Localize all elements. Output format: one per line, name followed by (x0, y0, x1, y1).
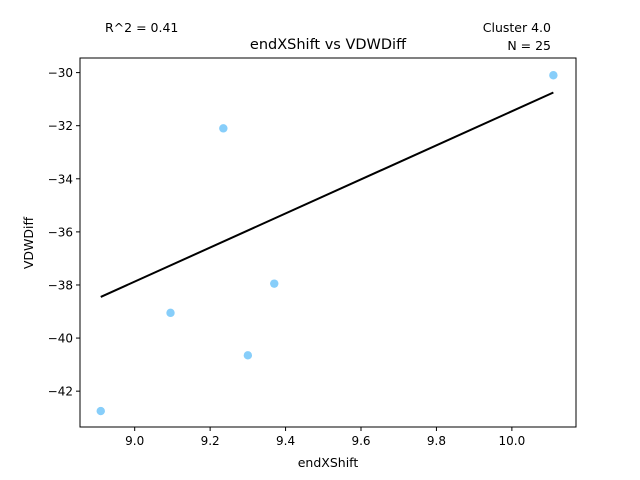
x-tick-label: 10.0 (499, 434, 526, 448)
points-layer (96, 71, 558, 416)
regression-line (100, 91, 554, 298)
data-point-4 (243, 351, 253, 360)
x-tick-label: 9.6 (351, 434, 370, 448)
plot-area (80, 58, 576, 427)
x-tick-label: 9.0 (125, 434, 144, 448)
data-point-3 (219, 124, 228, 133)
y-tick-label: −30 (48, 66, 73, 80)
x-axis-ticks: 9.0 9.2 9.4 9.6 9.8 10.0 (125, 427, 525, 448)
data-point-2 (166, 308, 175, 318)
chart-title: endXShift vs VDWDiff (250, 37, 407, 53)
y-tick-label: −38 (48, 278, 73, 292)
y-tick-label: −36 (48, 225, 73, 239)
n-annotation: N = 25 (507, 38, 551, 53)
r-squared-annotation: R^2 = 0.41 (105, 20, 178, 35)
x-tick-label: 9.2 (201, 434, 220, 448)
x-tick-label: 9.4 (276, 434, 295, 448)
y-axis-label: VDWDiff (21, 216, 36, 269)
x-axis-label: endXShift (298, 455, 359, 470)
y-tick-label: −32 (48, 119, 73, 133)
fit-layer (100, 91, 554, 298)
y-tick-label: −34 (48, 172, 73, 186)
data-point-6 (549, 71, 558, 80)
cluster-annotation: Cluster 4.0 (483, 20, 551, 35)
data-point-1 (96, 406, 105, 416)
x-tick-label: 9.8 (427, 434, 446, 448)
y-tick-label: −40 (48, 332, 73, 346)
y-tick-label: −42 (48, 385, 73, 399)
data-point-5 (270, 279, 279, 288)
plot-frame (79, 57, 577, 428)
y-axis-ticks: −42 −40 −38 −36 −34 −32 −30 (48, 66, 80, 399)
